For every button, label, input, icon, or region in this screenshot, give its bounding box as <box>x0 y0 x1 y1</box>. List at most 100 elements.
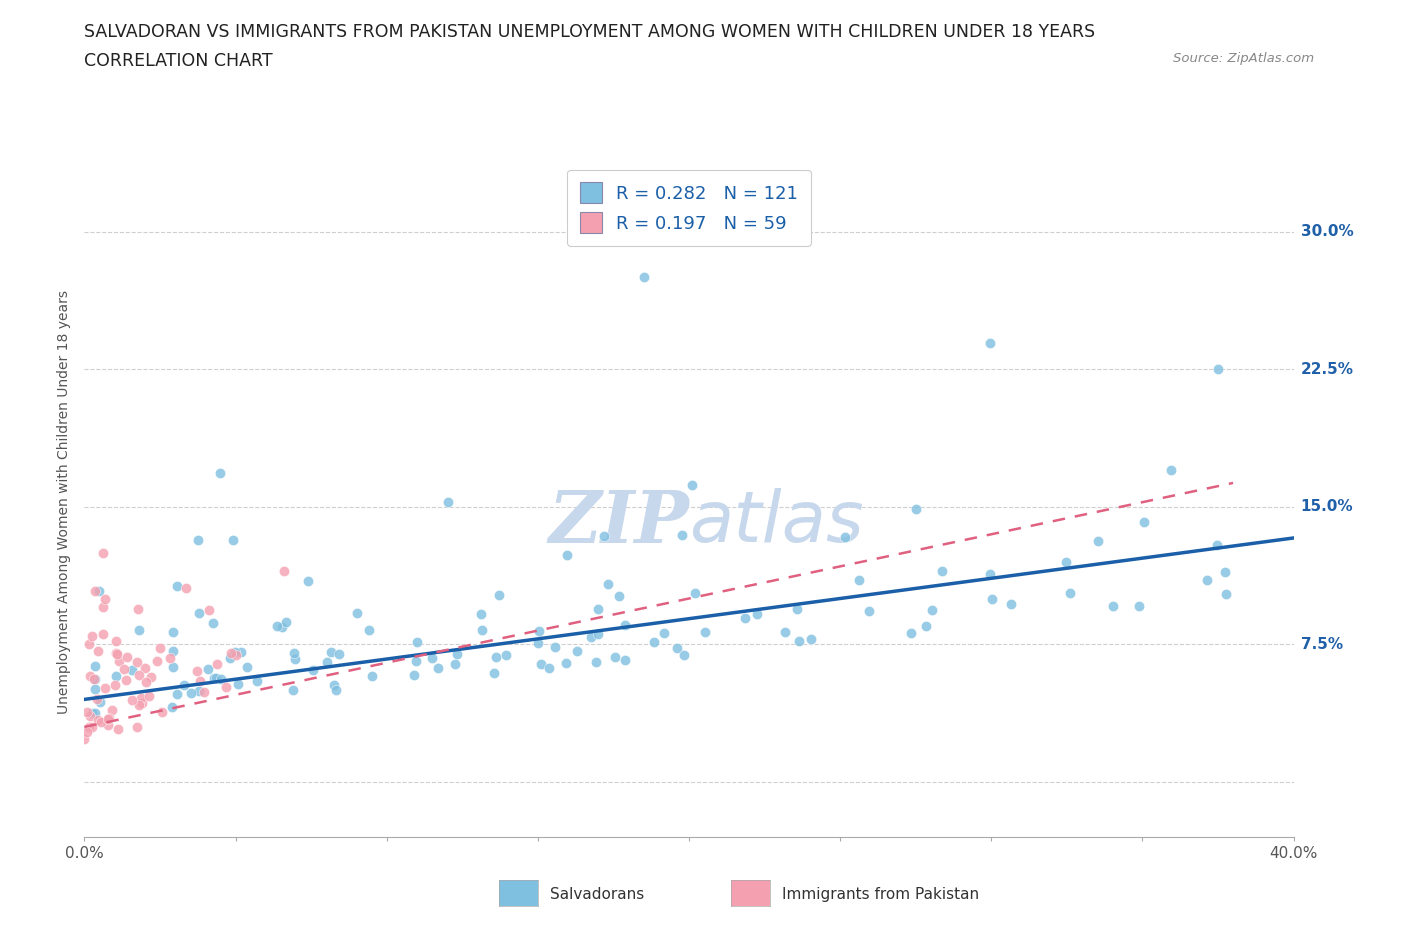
Point <box>112 661 135 676</box>
Point <box>87 644 110 658</box>
Text: ZIP: ZIP <box>548 486 689 558</box>
Point <box>328 646 350 661</box>
Point <box>208 466 231 481</box>
Point <box>77 719 100 734</box>
Point <box>405 654 427 669</box>
Point <box>443 657 465 671</box>
Point <box>94 591 117 606</box>
Point <box>585 655 607 670</box>
Point <box>162 644 184 658</box>
Point <box>129 690 152 705</box>
Point <box>235 659 257 674</box>
Point <box>127 720 149 735</box>
Point <box>406 634 429 649</box>
Point <box>273 564 295 578</box>
Point <box>205 657 228 671</box>
Y-axis label: Unemployment Among Women with Children Under 18 years: Unemployment Among Women with Children U… <box>58 290 72 714</box>
Point <box>931 564 953 578</box>
Point <box>107 654 129 669</box>
Point <box>193 684 215 699</box>
Point <box>488 588 510 603</box>
Point <box>297 574 319 589</box>
Point <box>315 655 337 670</box>
Point <box>107 722 129 737</box>
Point <box>202 671 225 685</box>
Text: CORRELATION CHART: CORRELATION CHART <box>84 52 273 70</box>
Point <box>915 618 938 633</box>
Point <box>565 644 588 658</box>
Point <box>671 528 693 543</box>
Point <box>173 678 195 693</box>
Point <box>1206 538 1229 552</box>
Point <box>283 645 305 660</box>
Point <box>128 698 150 712</box>
Point <box>100 702 122 717</box>
Point <box>125 654 148 669</box>
Point <box>188 684 211 698</box>
Point <box>131 696 153 711</box>
Point <box>613 652 636 667</box>
Point <box>141 669 163 684</box>
Point <box>1215 586 1237 601</box>
Point <box>402 668 425 683</box>
Point <box>105 645 128 660</box>
Point <box>174 580 197 595</box>
Point <box>83 671 105 686</box>
Point <box>83 706 105 721</box>
Text: 22.5%: 22.5% <box>1301 362 1354 377</box>
Point <box>681 478 703 493</box>
Point <box>1000 597 1022 612</box>
Point <box>121 692 143 707</box>
Point <box>529 657 551 671</box>
Point <box>84 658 107 673</box>
Text: atlas: atlas <box>689 488 863 557</box>
Point <box>97 718 120 733</box>
Point <box>162 659 184 674</box>
Point <box>77 636 100 651</box>
Point <box>325 683 347 698</box>
Point <box>90 714 112 729</box>
Point <box>745 606 768 621</box>
Point <box>105 634 128 649</box>
Point <box>83 584 105 599</box>
Point <box>905 502 928 517</box>
Point <box>186 664 208 679</box>
Point <box>97 711 120 726</box>
Point <box>598 577 620 591</box>
Point <box>225 647 247 662</box>
Point <box>538 661 561 676</box>
Point <box>848 572 870 587</box>
Point <box>79 708 101 723</box>
Point <box>1206 362 1229 377</box>
Point <box>1059 586 1081 601</box>
Point <box>89 584 111 599</box>
Point <box>117 650 139 665</box>
Text: Immigrants from Pakistan: Immigrants from Pakistan <box>782 887 979 902</box>
Point <box>219 650 242 665</box>
Point <box>588 602 610 617</box>
Point <box>834 529 856 544</box>
Point <box>529 624 551 639</box>
Point <box>470 606 492 621</box>
Point <box>420 651 443 666</box>
Point <box>495 647 517 662</box>
Point <box>205 671 228 685</box>
Point <box>1133 514 1156 529</box>
Point <box>1101 599 1123 614</box>
Point <box>734 611 756 626</box>
Point <box>437 495 460 510</box>
Point <box>103 677 125 692</box>
Point <box>695 625 717 640</box>
Text: 15.0%: 15.0% <box>1301 499 1353 514</box>
Point <box>148 641 170 656</box>
Point <box>91 627 114 642</box>
Point <box>121 663 143 678</box>
Point <box>274 614 297 629</box>
Legend: R = 0.282   N = 121, R = 0.197   N = 59: R = 0.282 N = 121, R = 0.197 N = 59 <box>567 170 811 246</box>
Point <box>360 669 382 684</box>
Point <box>281 683 304 698</box>
Text: Source: ZipAtlas.com: Source: ZipAtlas.com <box>1174 52 1315 65</box>
Point <box>357 622 380 637</box>
Point <box>323 678 346 693</box>
Point <box>166 578 188 593</box>
